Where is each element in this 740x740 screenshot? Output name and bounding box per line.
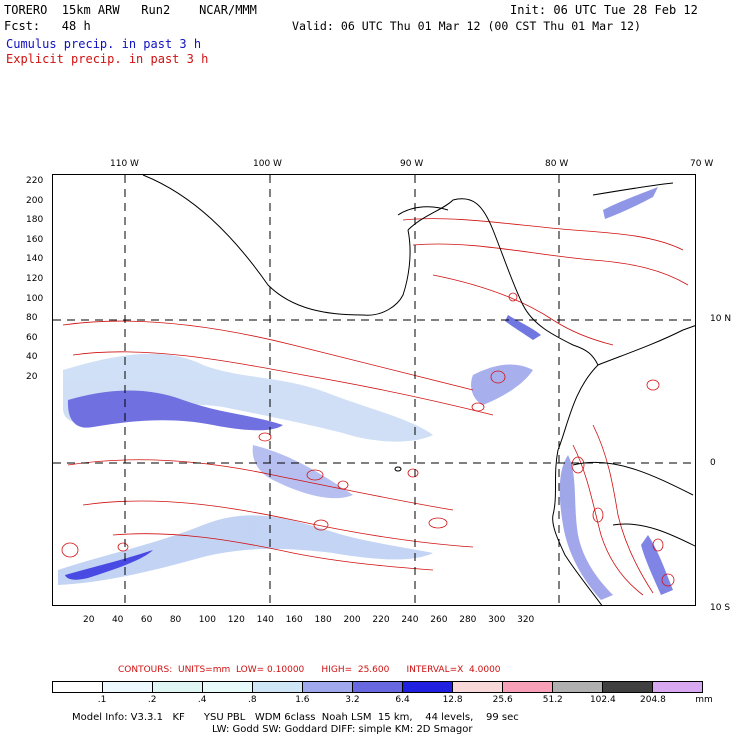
colorbar-swatch: [253, 682, 303, 692]
x-tick-label: 260: [430, 615, 448, 625]
x-tick-label: 80: [169, 615, 182, 625]
y-tick-label: 220: [26, 176, 44, 186]
colorbar-swatch: [103, 682, 153, 692]
cumulus-central: [252, 445, 353, 499]
lon-label-110w: 110 W: [110, 159, 139, 169]
valid-time: Valid: 06 UTC Thu 01 Mar 12 (00 CST Thu …: [292, 19, 642, 33]
colorbar-tick-label: 25.6: [492, 695, 513, 705]
graticule: [53, 175, 695, 605]
coast-cuba: [592, 182, 674, 196]
colorbar-tick-label: .1: [97, 695, 107, 705]
cumulus-band-north: [63, 353, 433, 442]
colorbar-tick-label: 204.8: [640, 695, 666, 705]
colorbar: [52, 681, 703, 693]
colorbar-tick-label: .4: [197, 695, 207, 705]
lat-label-10s: 10 S: [710, 603, 731, 613]
y-tick-label: 100: [26, 293, 44, 304]
coast-central-america: [407, 198, 599, 366]
y-tick-label: 160: [26, 234, 44, 245]
model-info-line1: Model Info: V3.3.1 KF YSU PBL WDM 6class…: [72, 712, 519, 723]
cumulus-peru: [641, 535, 673, 595]
coast-interior-border2: [612, 523, 695, 547]
lat-label-0: 0: [710, 458, 716, 468]
y-tick-label: 140: [26, 254, 44, 265]
map-svg: [53, 175, 695, 605]
x-tick-label: 320: [517, 615, 535, 625]
lon-label-70w: 70 W: [690, 159, 714, 169]
cumulus-panama: [505, 315, 541, 340]
colorbar-swatch: [403, 682, 453, 692]
cumulus-shading: [58, 187, 673, 600]
colorbar-swatch: [353, 682, 403, 692]
cumulus-band-south: [58, 515, 433, 585]
field-explicit-label: Explicit precip. in past 3 h: [6, 52, 209, 66]
y-tick-label: 40: [26, 352, 38, 363]
lat-label-10n: 10 N: [710, 314, 732, 324]
x-tick-label: 200: [343, 615, 361, 625]
y-tick-label: 180: [26, 215, 44, 226]
colorbar-swatch: [603, 682, 653, 692]
colorbar-units: mm: [695, 695, 713, 705]
colorbar-swatch: [453, 682, 503, 692]
cumulus-core-south: [65, 550, 153, 580]
colorbar-swatch: [303, 682, 353, 692]
model-info-line2: LW: Godd SW: Goddard DIFF: simple KM: 2D…: [212, 724, 473, 735]
colorbar-tick-label: 6.4: [395, 695, 410, 705]
cumulus-core-north: [67, 390, 283, 431]
colorbar-swatch: [553, 682, 603, 692]
colorbar-swatch: [203, 682, 253, 692]
field-cumulus-label: Cumulus precip. in past 3 h: [6, 37, 202, 51]
cumulus-caribbean: [603, 187, 658, 219]
x-tick-label: 60: [140, 615, 153, 625]
coast-mexico: [142, 175, 411, 316]
y-tick-label: 200: [26, 195, 44, 206]
forecast-hour: Fcst: 48 h: [4, 19, 91, 33]
x-tick-label: 120: [227, 615, 245, 625]
x-tick-label: 280: [459, 615, 477, 625]
contours-info: CONTOURS: UNITS=mm LOW= 0.10000 HIGH= 25…: [118, 665, 501, 675]
x-tick-label: 100: [198, 615, 216, 625]
x-tick-label: 40: [111, 615, 124, 625]
coast-interior-border: [572, 461, 694, 496]
y-tick-label: 80: [26, 313, 38, 324]
colorbar-swatch: [503, 682, 553, 692]
x-tick-label: 220: [372, 615, 390, 625]
header-title: TORERO 15km ARW Run2 NCAR/MMM: [4, 3, 257, 17]
lon-label-80w: 80 W: [545, 159, 569, 169]
x-tick-label: 240: [401, 615, 419, 625]
colorbar-tick-label: 3.2: [345, 695, 360, 705]
cumulus-itcz: [471, 364, 533, 405]
coast-yucatan-north: [397, 206, 449, 216]
colorbar-swatch: [53, 682, 103, 692]
x-tick-label: 140: [256, 615, 274, 625]
coast-south-america: [552, 364, 603, 605]
init-time: Init: 06 UTC Tue 28 Feb 12: [510, 3, 698, 17]
colorbar-tick-label: 102.4: [589, 695, 616, 705]
colorbar-tick-label: 51.2: [542, 695, 563, 705]
y-tick-label: 60: [26, 332, 38, 343]
y-tick-label: 20: [26, 372, 38, 382]
x-tick-label: 160: [285, 615, 303, 625]
x-tick-label: 180: [314, 615, 332, 625]
colorbar-tick-label: 1.6: [295, 695, 310, 705]
lon-label-100w: 100 W: [253, 159, 282, 169]
lon-label-90w: 90 W: [400, 159, 424, 169]
y-tick-label: 120: [26, 274, 44, 284]
coast-south-america-east: [597, 325, 695, 366]
colorbar-tick-label: .8: [248, 695, 257, 705]
precip-map: [52, 174, 696, 606]
colorbar-swatch: [653, 682, 702, 692]
coastlines: [142, 175, 695, 605]
colorbar-tick-label: .2: [147, 695, 157, 705]
x-tick-label: 300: [488, 615, 506, 625]
x-tick-label: 20: [83, 615, 95, 625]
galapagos: [394, 466, 402, 472]
colorbar-swatch: [153, 682, 203, 692]
cumulus-andes: [559, 455, 613, 600]
colorbar-tick-label: 12.8: [442, 695, 463, 705]
